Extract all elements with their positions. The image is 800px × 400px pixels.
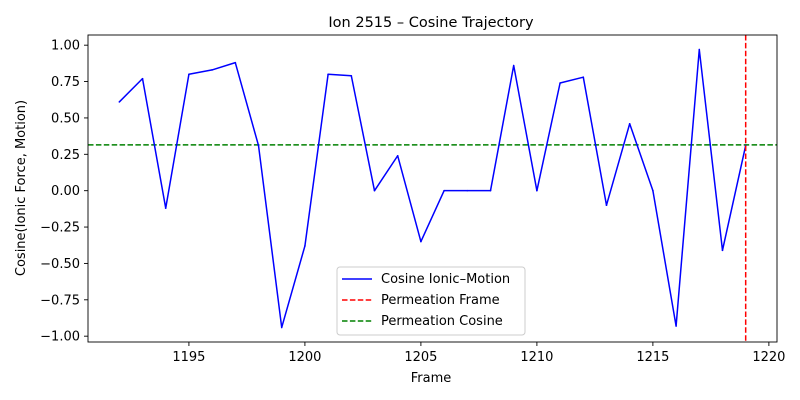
y-axis-label: Cosine(Ionic Force, Motion) — [14, 100, 29, 276]
data-point — [628, 122, 631, 125]
data-point — [512, 64, 515, 67]
y-tick-label: 0.50 — [51, 111, 80, 126]
data-point — [721, 249, 724, 252]
data-point — [489, 189, 492, 192]
x-axis-label: Frame — [411, 371, 452, 386]
data-point — [257, 144, 260, 147]
x-tick-label: 1215 — [636, 350, 669, 365]
y-tick-label: −1.00 — [40, 330, 80, 345]
data-point — [350, 74, 353, 77]
chart-title: Ion 2515 – Cosine Trajectory — [328, 15, 534, 31]
y-tick-label: −0.25 — [40, 221, 80, 236]
data-point — [605, 204, 608, 207]
x-tick-label: 1220 — [752, 350, 785, 365]
x-tick-label: 1200 — [288, 350, 321, 365]
data-point — [164, 207, 167, 209]
data-point — [536, 189, 538, 192]
y-tick-label: 0.25 — [51, 148, 80, 163]
data-point — [141, 77, 144, 80]
data-point — [698, 48, 701, 51]
legend-box — [336, 266, 526, 336]
data-point — [304, 245, 306, 247]
data-point — [211, 69, 213, 71]
x-tick-label: 1205 — [404, 350, 437, 365]
x-axis: 1195 1200 1205 1210 1215 1220 — [172, 342, 785, 365]
data-point — [188, 73, 190, 76]
y-tick-label: 0.00 — [51, 184, 80, 199]
plot-frame — [87, 34, 778, 343]
data-point — [420, 240, 422, 243]
data-point — [582, 76, 585, 78]
y-tick-label: 1.00 — [51, 39, 80, 54]
legend-label-permeation-frame: Permeation Frame — [381, 293, 500, 308]
y-tick-label: 0.75 — [51, 75, 80, 90]
data-point — [675, 325, 677, 327]
data-point — [280, 326, 283, 329]
y-tick-label: −0.50 — [40, 257, 80, 272]
data-point — [466, 189, 469, 192]
data-point — [234, 61, 237, 64]
legend: Cosine Ionic–Motion Permeation Frame Per… — [336, 266, 526, 336]
x-tick-label: 1195 — [172, 350, 205, 365]
series-line-cosine — [118, 48, 747, 329]
data-point — [559, 82, 561, 84]
y-tick-label: −0.75 — [40, 293, 80, 308]
data-point — [373, 189, 376, 192]
data-point — [396, 154, 399, 157]
data-point — [327, 73, 329, 76]
legend-label-cosine: Cosine Ionic–Motion — [381, 272, 510, 287]
data-point — [443, 189, 445, 192]
y-axis: 1.00 0.75 0.50 0.25 0.00 −0.25 −0.50 −0.75 −1.00 — [40, 39, 88, 345]
data-point — [118, 101, 121, 103]
legend-label-permeation-cosine: Permeation Cosine — [381, 314, 503, 329]
data-point — [652, 189, 654, 192]
x-tick-label: 1210 — [520, 350, 553, 365]
plot-content — [88, 35, 777, 342]
